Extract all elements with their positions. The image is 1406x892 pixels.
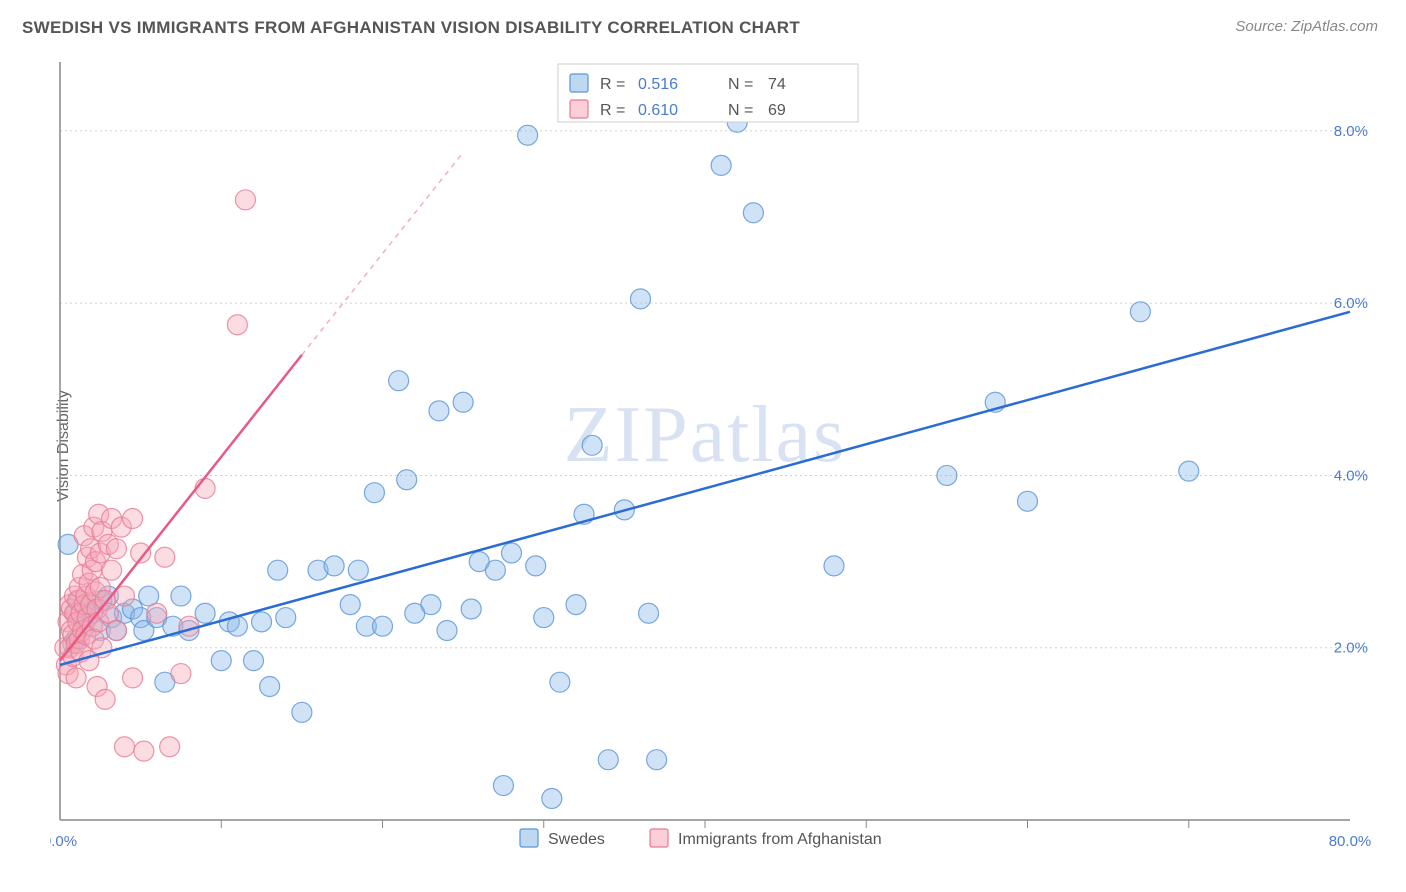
data-point xyxy=(123,509,143,529)
data-point xyxy=(485,560,505,580)
data-point xyxy=(66,668,86,688)
data-point xyxy=(179,616,199,636)
legend-n-value: 69 xyxy=(768,102,786,119)
data-point xyxy=(134,741,154,761)
data-point xyxy=(292,702,312,722)
data-point xyxy=(155,547,175,567)
legend-n-label: N = xyxy=(728,102,753,119)
data-point xyxy=(743,203,763,223)
x-tick-label: 80.0% xyxy=(1329,833,1372,850)
legend-r-label: R = xyxy=(600,76,625,93)
legend-swatch xyxy=(650,829,668,847)
data-point xyxy=(502,543,522,563)
y-tick-label: 4.0% xyxy=(1334,467,1368,484)
data-point xyxy=(268,560,288,580)
data-point xyxy=(324,556,344,576)
data-point xyxy=(397,470,417,490)
data-point xyxy=(437,621,457,641)
legend-r-value: 0.516 xyxy=(638,76,678,93)
data-point xyxy=(160,737,180,757)
data-point xyxy=(195,603,215,623)
data-point xyxy=(937,465,957,485)
data-point xyxy=(1179,461,1199,481)
data-point xyxy=(639,603,659,623)
data-point xyxy=(102,560,122,580)
chart-area: 2.0% 4.0% 6.0% 8.0% ZIPatlas 0.0% 80.0% R = 0.51… xyxy=(50,50,1380,880)
data-point xyxy=(453,392,473,412)
data-point xyxy=(340,595,360,615)
data-point xyxy=(1018,491,1038,511)
chart-title: SWEDISH VS IMMIGRANTS FROM AFGHANISTAN V… xyxy=(22,18,800,38)
data-point xyxy=(389,371,409,391)
y-tick-label: 6.0% xyxy=(1334,295,1368,312)
data-point xyxy=(171,664,191,684)
bottom-legend-label: Immigrants from Afghanistan xyxy=(678,831,882,848)
data-point xyxy=(461,599,481,619)
legend-swatch xyxy=(570,74,588,92)
data-point xyxy=(252,612,272,632)
data-point xyxy=(106,621,126,641)
regression-extrapolation-pink xyxy=(302,152,463,354)
data-point xyxy=(526,556,546,576)
legend-r-value: 0.610 xyxy=(638,102,678,119)
y-tick-label: 2.0% xyxy=(1334,640,1368,657)
source-attribution: Source: ZipAtlas.com xyxy=(1235,18,1378,35)
data-point xyxy=(711,155,731,175)
data-point xyxy=(227,315,247,335)
regression-line-blue xyxy=(60,312,1350,665)
data-point xyxy=(364,483,384,503)
data-point xyxy=(550,672,570,692)
data-point xyxy=(211,651,231,671)
data-point xyxy=(493,776,513,796)
data-point xyxy=(260,676,280,696)
legend-swatch xyxy=(520,829,538,847)
data-point xyxy=(1130,302,1150,322)
data-point xyxy=(566,595,586,615)
data-point xyxy=(421,595,441,615)
data-point xyxy=(95,689,115,709)
data-point xyxy=(582,435,602,455)
source-link[interactable]: ZipAtlas.com xyxy=(1291,18,1378,35)
source-prefix: Source: xyxy=(1235,18,1291,35)
data-point xyxy=(631,289,651,309)
data-point xyxy=(171,586,191,606)
data-point xyxy=(147,603,167,623)
data-point xyxy=(373,616,393,636)
legend-n-label: N = xyxy=(728,76,753,93)
watermark: ZIPatlas xyxy=(564,391,847,479)
data-point xyxy=(244,651,264,671)
data-point xyxy=(276,608,296,628)
x-tick-label: 0.0% xyxy=(50,833,77,850)
data-point xyxy=(115,737,135,757)
y-tick-label: 8.0% xyxy=(1334,123,1368,140)
data-point xyxy=(598,750,618,770)
data-point xyxy=(824,556,844,576)
data-point xyxy=(534,608,554,628)
data-point xyxy=(195,478,215,498)
data-point xyxy=(429,401,449,421)
legend-swatch xyxy=(570,100,588,118)
scatter-chart-svg: 2.0% 4.0% 6.0% 8.0% ZIPatlas 0.0% 80.0% R = 0.51… xyxy=(50,50,1380,880)
data-point xyxy=(123,668,143,688)
data-point xyxy=(518,125,538,145)
data-point xyxy=(647,750,667,770)
data-point xyxy=(542,788,562,808)
legend-n-value: 74 xyxy=(768,76,786,93)
data-point xyxy=(106,539,126,559)
bottom-legend-label: Swedes xyxy=(548,831,605,848)
data-point xyxy=(348,560,368,580)
data-point xyxy=(235,190,255,210)
legend-r-label: R = xyxy=(600,102,625,119)
